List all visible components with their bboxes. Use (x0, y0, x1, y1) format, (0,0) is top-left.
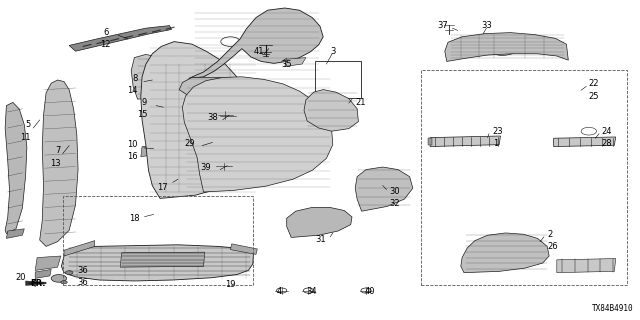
Circle shape (361, 288, 371, 293)
Text: 31: 31 (316, 235, 326, 244)
Text: 29: 29 (185, 139, 195, 148)
Text: 1: 1 (493, 139, 498, 148)
Polygon shape (69, 26, 172, 51)
Text: 40: 40 (365, 287, 375, 296)
Circle shape (51, 275, 67, 282)
Polygon shape (461, 233, 549, 273)
Text: 19: 19 (225, 280, 236, 289)
Circle shape (223, 114, 228, 116)
Polygon shape (182, 77, 333, 192)
Circle shape (219, 112, 232, 118)
Polygon shape (35, 256, 61, 270)
Polygon shape (141, 42, 262, 198)
Text: 5: 5 (26, 120, 31, 129)
Text: 10: 10 (127, 140, 138, 149)
Polygon shape (35, 269, 51, 278)
Text: 20: 20 (15, 273, 26, 282)
Polygon shape (131, 54, 174, 99)
Circle shape (210, 143, 225, 151)
Text: 32: 32 (389, 199, 400, 208)
Circle shape (61, 281, 67, 284)
Text: 33: 33 (481, 21, 492, 30)
Circle shape (65, 271, 73, 275)
Text: 23: 23 (493, 127, 504, 136)
Text: 25: 25 (589, 92, 599, 100)
Circle shape (371, 181, 394, 193)
Polygon shape (355, 167, 413, 211)
Circle shape (248, 27, 261, 34)
Text: 17: 17 (157, 183, 168, 192)
Circle shape (175, 120, 198, 131)
Circle shape (581, 127, 596, 135)
Polygon shape (26, 281, 46, 285)
Bar (63, 196, 253, 285)
Text: 24: 24 (602, 127, 612, 136)
Polygon shape (141, 145, 159, 157)
Circle shape (486, 39, 518, 55)
Text: 26: 26 (548, 242, 559, 251)
Text: 13: 13 (50, 159, 61, 168)
Text: 18: 18 (129, 214, 140, 223)
Polygon shape (120, 252, 205, 267)
Text: 39: 39 (200, 163, 211, 172)
Text: 21: 21 (355, 98, 365, 107)
Polygon shape (554, 137, 616, 147)
Text: 36: 36 (77, 266, 88, 275)
Text: 6: 6 (103, 28, 108, 36)
Polygon shape (189, 8, 323, 78)
Text: 38: 38 (207, 113, 218, 122)
Text: 37: 37 (437, 21, 448, 30)
Text: 9: 9 (142, 98, 147, 107)
Circle shape (237, 126, 278, 146)
Text: 30: 30 (389, 188, 400, 196)
Text: 16: 16 (127, 152, 138, 161)
Text: 35: 35 (282, 60, 292, 68)
Bar (315, 61, 361, 98)
Text: 36: 36 (77, 278, 88, 287)
Text: 2: 2 (548, 230, 553, 239)
Polygon shape (287, 207, 352, 237)
Text: 4: 4 (276, 287, 282, 296)
Circle shape (276, 288, 287, 293)
Text: 34: 34 (306, 287, 317, 296)
Circle shape (272, 37, 291, 46)
Polygon shape (430, 136, 500, 147)
Polygon shape (64, 241, 95, 256)
Circle shape (490, 246, 518, 260)
Circle shape (218, 163, 230, 170)
Text: FR.: FR. (31, 279, 46, 288)
Bar (421, 70, 627, 285)
Text: 14: 14 (127, 86, 138, 95)
Text: 41: 41 (254, 47, 264, 56)
Polygon shape (179, 77, 232, 96)
Text: 12: 12 (100, 40, 111, 49)
Polygon shape (6, 229, 24, 238)
Circle shape (221, 165, 227, 168)
Text: 3: 3 (330, 47, 335, 56)
Polygon shape (304, 90, 358, 131)
Text: 28: 28 (602, 139, 612, 148)
Circle shape (303, 288, 314, 293)
Text: 8: 8 (132, 74, 138, 83)
Polygon shape (61, 245, 253, 281)
Polygon shape (445, 33, 568, 61)
Polygon shape (40, 80, 78, 246)
Polygon shape (5, 102, 27, 234)
Text: TX84B4910: TX84B4910 (592, 304, 634, 313)
Text: 15: 15 (137, 110, 147, 119)
Text: 22: 22 (589, 79, 599, 88)
Polygon shape (557, 259, 616, 273)
Text: 11: 11 (20, 133, 31, 142)
Circle shape (221, 37, 240, 46)
Text: 7: 7 (56, 146, 61, 155)
Polygon shape (428, 138, 432, 145)
Polygon shape (142, 100, 163, 115)
Circle shape (222, 113, 234, 119)
Polygon shape (230, 244, 257, 254)
Polygon shape (285, 58, 306, 67)
